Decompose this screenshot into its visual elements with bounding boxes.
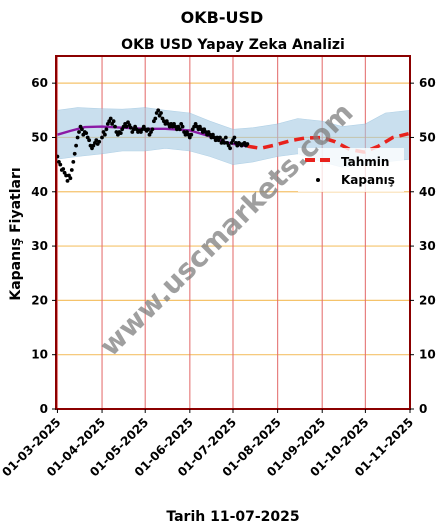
close-point-90 (186, 132, 191, 137)
close-point-69 (156, 108, 161, 113)
close-point-38 (111, 119, 116, 124)
y-axis-left-ticks: 0 10 20 30 40 50 60 (31, 76, 56, 416)
close-point-4 (61, 167, 66, 171)
close-point-106 (209, 135, 214, 140)
close-point-9 (68, 176, 73, 181)
close-point-62 (146, 127, 151, 132)
y-tick-label-right-20: 20 (419, 293, 436, 307)
close-point-14 (75, 135, 80, 140)
legend: Tahmin Kapanış (298, 148, 404, 192)
close-point-6 (64, 173, 68, 178)
y-tick-label-left-10: 10 (31, 348, 48, 362)
close-point-11 (71, 160, 76, 164)
close-point-43 (118, 131, 123, 136)
close-point-67 (153, 116, 158, 121)
close-point-86 (180, 124, 185, 129)
close-point-131 (245, 142, 250, 146)
page-title: OKB-USD (181, 8, 264, 27)
close-point-105 (208, 132, 212, 137)
close-point-115 (222, 141, 227, 145)
legend-label-kapanis: Kapanış (341, 173, 395, 187)
x-axis-label: Tarih 11-07-2025 (166, 509, 299, 525)
y-tick-label-left-30: 30 (31, 239, 48, 253)
close-point-119 (228, 146, 233, 151)
close-point-2 (58, 162, 63, 167)
close-point-12 (72, 151, 77, 156)
close-point-32 (103, 132, 107, 137)
y-tick-label-left-60: 60 (31, 76, 48, 90)
y-tick-label-left-40: 40 (31, 185, 48, 199)
y-tick-label-right-30: 30 (419, 239, 436, 253)
forecast-path (247, 131, 410, 154)
close-point-30 (100, 135, 104, 140)
legend-swatch-kapanis (316, 178, 320, 182)
y-tick-label-right-0: 0 (419, 402, 427, 416)
close-point-84 (177, 127, 182, 132)
y-tick-label-left-50: 50 (31, 130, 48, 144)
close-point-50 (128, 125, 133, 130)
y-tick-label-left-0: 0 (40, 402, 48, 416)
y-tick-label-right-40: 40 (419, 185, 436, 199)
legend-box (298, 148, 404, 192)
chart-title: OKB USD Yapay Zeka Analizi (121, 37, 345, 53)
close-point-39 (113, 124, 117, 129)
forecast-line (247, 131, 410, 154)
close-point-92 (189, 132, 194, 137)
close-point-10 (69, 168, 74, 172)
vertical-gridlines (56, 56, 411, 409)
close-point-71 (159, 111, 163, 115)
y-axis-right-ticks: 0 10 20 30 40 50 60 (410, 76, 436, 416)
close-point-22 (87, 138, 91, 143)
close-point-15 (77, 130, 81, 134)
close-point-122 (232, 135, 237, 140)
close-point-20 (84, 131, 89, 136)
y-tick-label-right-60: 60 (419, 76, 436, 90)
y-tick-label-right-50: 50 (419, 130, 436, 144)
legend-label-tahmin: Tahmin (341, 155, 389, 169)
close-point-107 (211, 132, 215, 137)
close-point-36 (108, 116, 113, 121)
y-tick-label-right-10: 10 (419, 348, 436, 362)
y-axis-label: Kapanış Fiyatları (8, 167, 24, 300)
x-axis-ticks: 01-03-202501-04-202501-05-202501-06-2025… (0, 409, 416, 479)
close-point-29 (97, 139, 102, 144)
close-price-dots (55, 108, 250, 183)
close-point-47 (124, 124, 129, 129)
close-point-91 (187, 135, 192, 140)
close-point-112 (218, 135, 222, 140)
close-point-17 (80, 127, 84, 132)
close-point-33 (104, 127, 109, 132)
close-point-65 (150, 127, 155, 132)
close-point-116 (223, 135, 228, 140)
close-point-27 (94, 138, 99, 143)
y-tick-label-left-20: 20 (31, 293, 48, 307)
close-point-7 (65, 179, 70, 183)
close-point-13 (74, 143, 78, 148)
